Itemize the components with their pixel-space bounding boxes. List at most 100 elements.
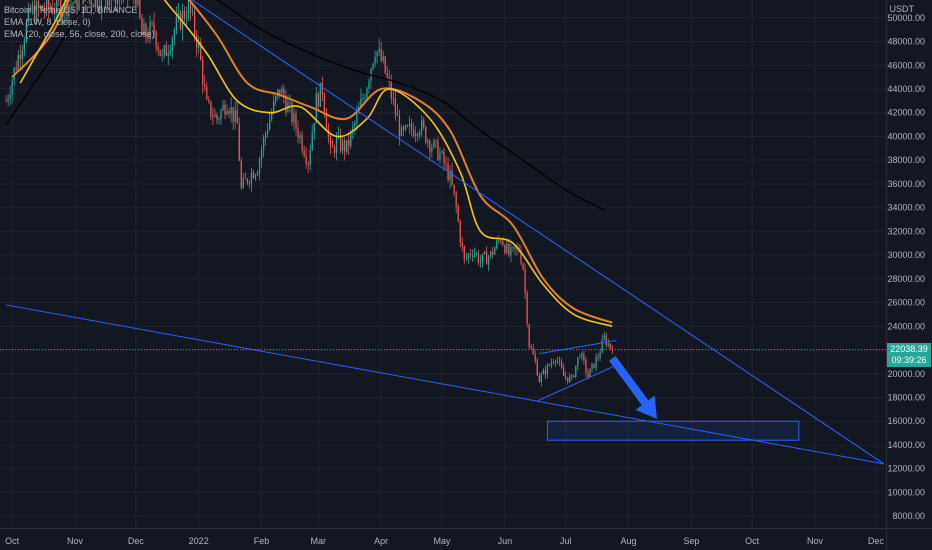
candles [5, 0, 613, 387]
candle-up [27, 7, 30, 23]
x-tick-label: Dec [868, 536, 885, 546]
candle-down [530, 346, 532, 349]
candle-up [7, 98, 9, 102]
candle-down [526, 292, 528, 325]
candle-down [193, 11, 196, 35]
candle-up [171, 38, 173, 51]
candle-down [147, 36, 149, 39]
trendline-wedge-lower [537, 363, 619, 402]
candle-down [587, 372, 589, 377]
candle-up [218, 118, 220, 120]
candle-down [248, 182, 251, 184]
candle-up [542, 370, 545, 375]
y-tick-label: 14000.00 [887, 440, 925, 450]
candle-up [489, 251, 492, 257]
candle-up [498, 240, 500, 242]
candle-down [206, 86, 208, 100]
candle-down [60, 0, 62, 17]
x-tick-label: Jun [498, 536, 513, 546]
candle-down [392, 97, 394, 99]
candle-up [45, 0, 48, 11]
candle-up [277, 89, 279, 97]
y-tick-label: 24000.00 [887, 321, 925, 331]
ema-multi-legend: EMA (20, close, 56, close, 200, close) [4, 29, 155, 39]
candle-up [439, 152, 441, 160]
candle-up [191, 11, 194, 13]
candle-up [552, 362, 555, 364]
forecast-arrow [609, 355, 657, 419]
candle-up [479, 261, 482, 263]
candle-down [412, 129, 415, 136]
candle-up [496, 240, 498, 249]
candle-down [204, 84, 206, 87]
y-tick-label: 40000.00 [887, 131, 925, 141]
candle-up [94, 0, 96, 8]
axis-unit: USDT [889, 4, 915, 14]
candle-down [155, 31, 157, 47]
candle-down [348, 139, 350, 146]
candle-up [187, 0, 190, 18]
candle-down [202, 59, 204, 85]
candle-down [66, 0, 68, 17]
candle-down [244, 178, 246, 180]
candle-down [605, 335, 607, 345]
x-tick-label: Sep [683, 536, 699, 546]
candle-down [386, 73, 388, 78]
candle-down [524, 269, 526, 293]
candle-up [382, 56, 384, 61]
candle-down [451, 170, 453, 185]
candle-down [106, 0, 109, 6]
candle-down [597, 357, 599, 358]
candle-up [35, 1, 38, 22]
candle-up [161, 53, 163, 56]
candle-up [181, 10, 184, 30]
candle-down [153, 22, 155, 32]
candle-down [425, 126, 427, 143]
candle-down [246, 178, 249, 183]
candle-down [544, 370, 547, 375]
candle-down [396, 113, 399, 116]
candle-up [421, 120, 423, 132]
trendline-long-support [5, 304, 885, 465]
candle-down [5, 100, 7, 102]
candle-up [372, 63, 374, 69]
candle-down [477, 253, 480, 263]
candle-down [90, 0, 92, 6]
candle-down [179, 12, 182, 30]
candle-down [37, 1, 40, 8]
y-tick-label: 10000.00 [887, 487, 925, 497]
candle-down [48, 0, 50, 9]
candle-down [236, 110, 238, 124]
candle-down [323, 94, 326, 114]
candle-down [151, 22, 153, 23]
candle-down [508, 244, 510, 256]
x-tick-label: Oct [5, 536, 20, 546]
candle-up [414, 134, 417, 136]
candle-down [410, 123, 413, 130]
candle-up [64, 0, 66, 12]
candle-up [254, 174, 257, 179]
candle-up [173, 29, 176, 39]
y-tick-label: 48000.00 [887, 37, 925, 47]
candle-up [506, 244, 508, 254]
candle-down [189, 0, 192, 13]
candle-up [546, 364, 549, 375]
candle-down [520, 251, 522, 264]
candle-up [449, 170, 451, 181]
candle-down [333, 147, 336, 154]
candle-up [167, 52, 169, 56]
candle-down [492, 251, 494, 255]
symbol-title: Bitcoin / TetherUS, 1D, BINANCE [4, 5, 138, 15]
candle-up [356, 113, 358, 124]
candle-down [339, 134, 342, 151]
candle-down [285, 97, 287, 113]
candle-up [350, 131, 352, 146]
candle-down [573, 375, 575, 377]
candle-down [305, 155, 307, 164]
candle-down [139, 0, 141, 18]
candle-down [19, 55, 21, 60]
candle-down [165, 45, 167, 56]
candle-up [601, 339, 603, 353]
